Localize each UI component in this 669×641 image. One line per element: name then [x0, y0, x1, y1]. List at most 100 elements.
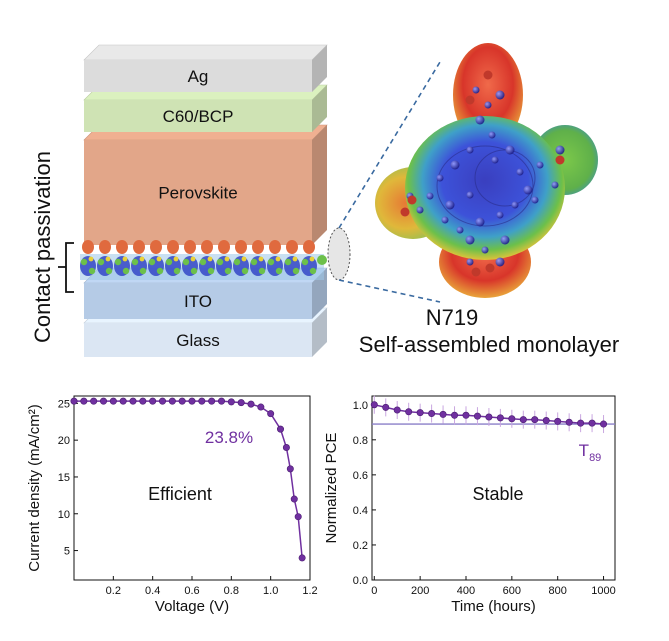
- sam-anchor-ball: [82, 240, 94, 254]
- data-point: [542, 417, 550, 425]
- data-point: [382, 403, 390, 411]
- sam-ball: [97, 258, 105, 266]
- data-point: [298, 554, 306, 562]
- molecule-atom: [416, 206, 424, 214]
- x-tick-label: 600: [503, 585, 521, 597]
- sam-anchor-ball: [150, 240, 162, 254]
- jv-chart: 0.2 0.4 0.6 0.8 1.0 1.2 5 10 15 20 25 Voltage (V) Cu…: [26, 395, 318, 615]
- sam-ball: [309, 267, 317, 275]
- n719-molecule-image: [375, 43, 598, 298]
- layer-front-face: [84, 60, 312, 92]
- y-tick-label: 10: [58, 509, 70, 521]
- sam-anchor-ball: [252, 240, 264, 254]
- layer-side-face: [312, 308, 327, 357]
- data-point: [519, 416, 527, 424]
- molecule-atom: [505, 145, 515, 155]
- data-point: [129, 397, 137, 405]
- layer-front-face: [84, 323, 312, 357]
- sam-ball: [190, 256, 196, 262]
- molecule-atom: [496, 211, 504, 219]
- layer-label: Perovskite: [158, 184, 237, 203]
- sam-anchor-ball: [303, 240, 315, 254]
- sam-ball: [275, 256, 281, 262]
- data-point: [80, 397, 88, 405]
- layer-front-face: [84, 100, 312, 132]
- series-line: [74, 400, 303, 558]
- data-point: [473, 412, 481, 420]
- sam-ball: [284, 258, 292, 266]
- data-point: [531, 416, 539, 424]
- sam-ball: [88, 256, 94, 262]
- molecule-atom: [555, 155, 565, 165]
- sam-ball: [292, 256, 298, 262]
- y-tick-label: 0.0: [353, 575, 368, 587]
- sam-ball: [241, 267, 249, 275]
- sam-ball: [105, 267, 113, 275]
- data-point: [90, 397, 98, 405]
- molecule-atom: [475, 217, 485, 227]
- sam-ball: [182, 258, 190, 266]
- molecule-atom: [485, 263, 495, 273]
- layer-side-face: [312, 268, 327, 319]
- sam-anchor-ball: [184, 240, 196, 254]
- sam-ball: [241, 256, 247, 262]
- sam-ball: [122, 267, 130, 275]
- sam-ball: [224, 256, 230, 262]
- sam-ball: [317, 255, 327, 265]
- zoom-callout: [327, 61, 441, 303]
- panel-label: Efficient: [148, 484, 212, 504]
- molecule-atom: [523, 185, 533, 195]
- layer-side-face: [312, 125, 327, 245]
- molecule-atom: [407, 195, 417, 205]
- data-point: [496, 414, 504, 422]
- data-point: [600, 420, 608, 428]
- molecule-atom: [481, 246, 489, 254]
- plot-frame: [371, 395, 616, 581]
- molecule-atom: [456, 226, 464, 234]
- molecule-atom: [472, 86, 480, 94]
- layer-label: C60/BCP: [163, 107, 234, 126]
- sam-ball: [131, 258, 139, 266]
- data-point: [119, 397, 127, 405]
- layer-c60-bcp: C60/BCP: [83, 84, 328, 132]
- sam-ball: [156, 267, 164, 275]
- sam-layer: [80, 240, 327, 280]
- x-tick-label: 0.8: [224, 585, 239, 597]
- molecule-atom: [441, 216, 449, 224]
- data-point: [290, 495, 298, 503]
- data-point: [159, 397, 167, 405]
- sam-anchor-ball: [133, 240, 145, 254]
- sam-ball: [190, 267, 198, 275]
- molecule-atom: [511, 201, 519, 209]
- x-tick-label: 0: [371, 585, 377, 597]
- molecule-atom: [445, 200, 455, 210]
- sam-ball: [80, 258, 88, 266]
- data-point: [227, 398, 235, 406]
- sam-ball: [105, 256, 111, 262]
- molecule-atom: [516, 168, 524, 176]
- sam-anchor-ball: [286, 240, 298, 254]
- y-tick-label: 1.0: [353, 400, 368, 412]
- layer-label: Glass: [176, 331, 219, 350]
- data-point: [577, 419, 585, 427]
- molecule-atom: [495, 257, 505, 267]
- sam-anchor-ball: [99, 240, 111, 254]
- x-tick-label: 1.0: [263, 585, 278, 597]
- x-tick-label: 800: [549, 585, 567, 597]
- molecule-atom: [536, 161, 544, 169]
- data-point: [257, 403, 265, 411]
- molecule-atom: [450, 160, 460, 170]
- x-tick-label: 0.2: [106, 585, 121, 597]
- sam-ball: [173, 267, 181, 275]
- sam-anchor-ball: [218, 240, 230, 254]
- data-point: [188, 397, 196, 405]
- molecule-atom: [484, 101, 492, 109]
- sam-ball: [233, 258, 241, 266]
- data-point: [237, 399, 245, 407]
- data-point: [286, 465, 294, 473]
- molecule-atom: [491, 156, 499, 164]
- sam-ball: [216, 258, 224, 266]
- sam-ball: [292, 267, 300, 275]
- x-tick-label: 1.2: [302, 585, 317, 597]
- data-point: [282, 444, 290, 452]
